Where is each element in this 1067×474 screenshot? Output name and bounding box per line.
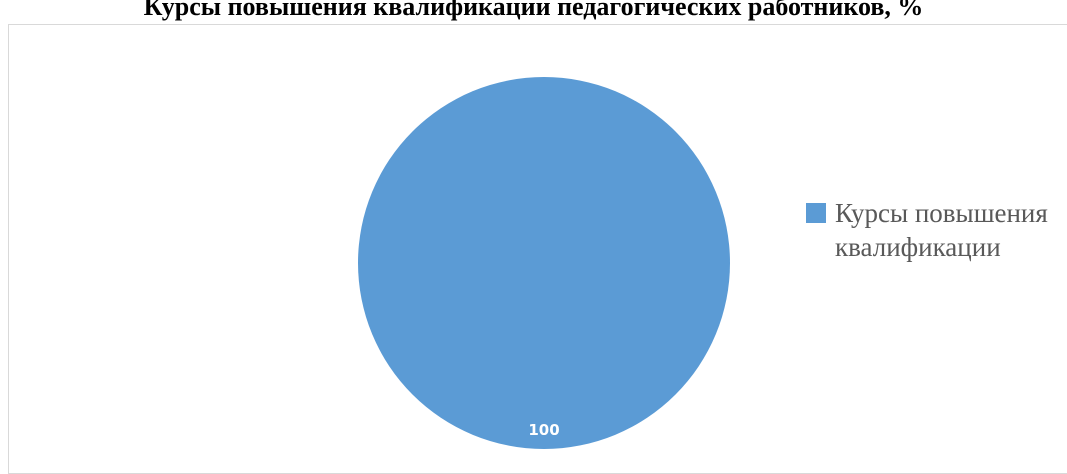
data-label: 100: [528, 421, 559, 439]
legend-label: Курсы повышения квалификации: [835, 198, 1048, 262]
chart-title: Курсы повышения квалификации педагогичес…: [143, 0, 924, 21]
legend-swatch: [806, 203, 826, 223]
pie-chart: 100: [358, 77, 730, 449]
pie-slice: [358, 77, 730, 449]
legend: Курсы повышения квалификации: [806, 196, 1065, 264]
